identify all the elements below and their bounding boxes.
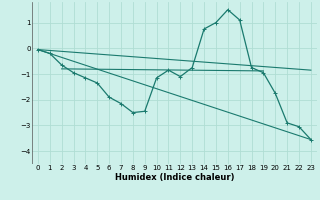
X-axis label: Humidex (Indice chaleur): Humidex (Indice chaleur) bbox=[115, 173, 234, 182]
